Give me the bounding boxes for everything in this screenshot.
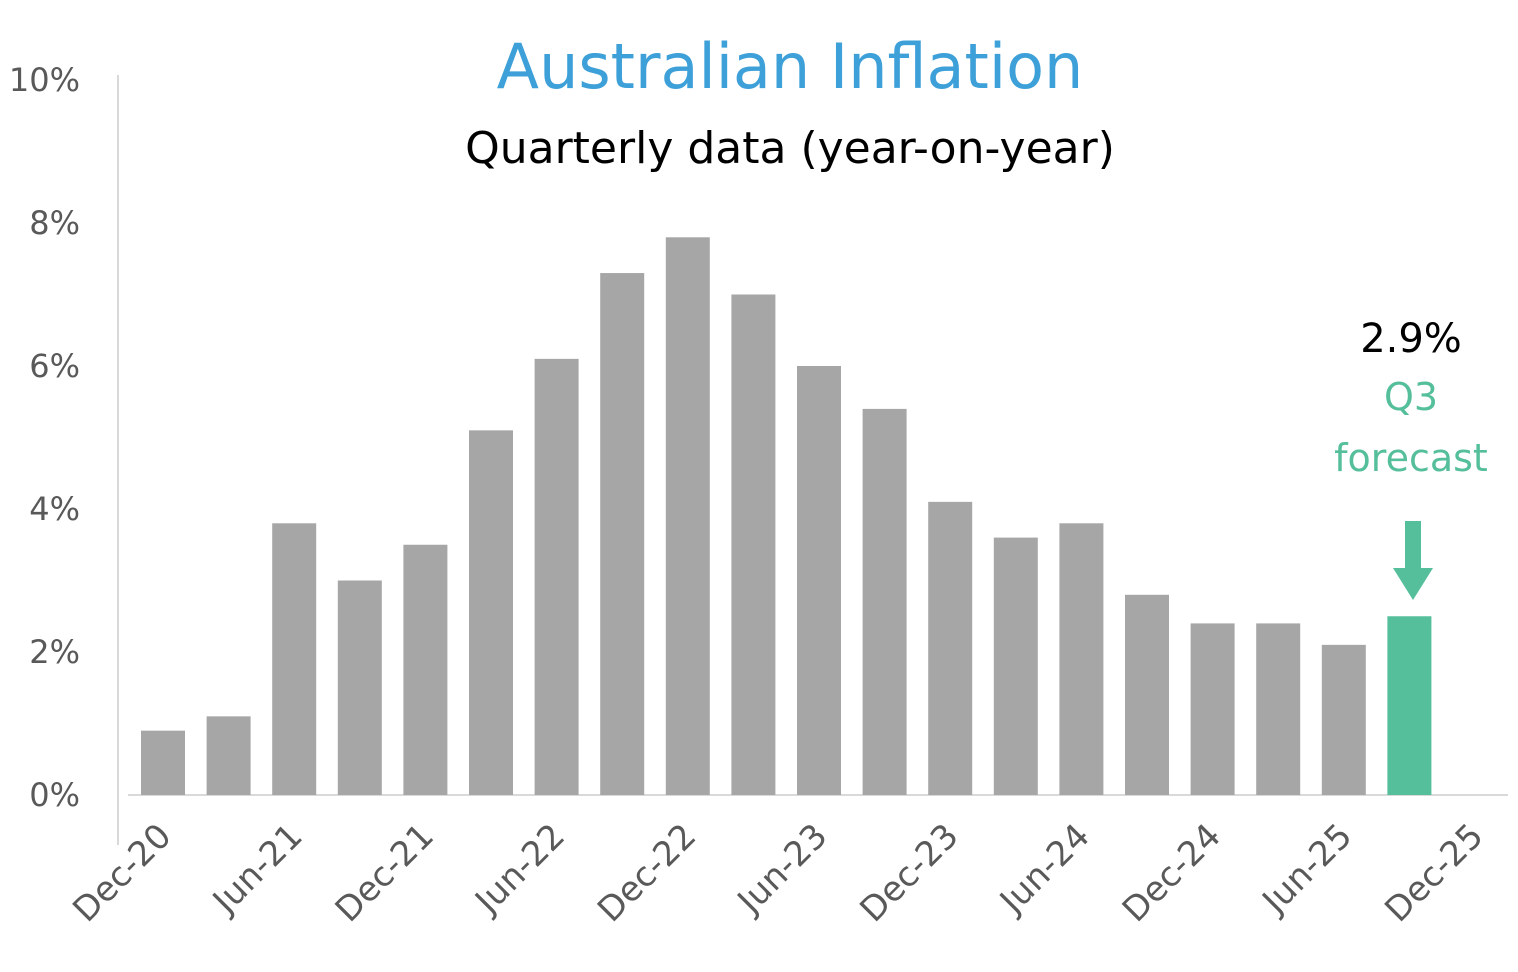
- bar: [206, 716, 251, 795]
- bar: [862, 408, 907, 795]
- y-tick-label: 8%: [29, 204, 80, 242]
- x-tick-label: Dec-23: [852, 816, 966, 930]
- x-tick-label: Dec-24: [1115, 816, 1229, 930]
- chart-title: Australian Inflation: [497, 30, 1084, 103]
- bar: [337, 580, 382, 795]
- bar: [403, 544, 448, 795]
- forecast-bar: [1387, 616, 1432, 795]
- bar: [665, 237, 710, 796]
- x-tick-label: Jun-22: [466, 816, 573, 923]
- bar: [928, 501, 973, 795]
- bar: [1256, 623, 1301, 795]
- bar: [141, 730, 185, 795]
- bar: [272, 523, 317, 795]
- bar: [600, 273, 645, 795]
- bar: [1125, 594, 1169, 795]
- y-tick-label: 4%: [29, 490, 80, 528]
- x-tick-label: Dec-25: [1377, 816, 1491, 930]
- x-axis-ticks: Dec-20 Jun-21 Dec-21 Jun-22 Dec-22 Jun-23 Dec-…: [65, 816, 1491, 930]
- bar: [1190, 623, 1235, 795]
- bar: [1059, 523, 1104, 795]
- bar: [469, 430, 513, 795]
- bar-series: [141, 237, 1432, 796]
- bar: [731, 294, 776, 795]
- y-axis-ticks: 0% 2% 4% 6% 8% 10%: [9, 61, 80, 814]
- bar: [534, 358, 579, 795]
- bar: [993, 537, 1038, 795]
- chart-subtitle: Quarterly data (year-on-year): [465, 123, 1115, 174]
- x-tick-label: Jun-21: [204, 816, 311, 923]
- bar: [797, 366, 841, 795]
- x-tick-label: Dec-22: [590, 816, 704, 930]
- y-tick-label: 10%: [9, 61, 80, 99]
- x-tick-label: Dec-21: [328, 816, 442, 930]
- x-tick-label: Jun-25: [1254, 816, 1361, 923]
- x-tick-label: Jun-24: [991, 816, 1098, 923]
- forecast-label: forecast: [1334, 436, 1488, 480]
- y-tick-label: 0%: [29, 776, 80, 814]
- forecast-value-label: 2.9%: [1360, 316, 1462, 362]
- x-tick-label: Jun-23: [729, 816, 836, 923]
- x-tick-label: Dec-20: [65, 816, 179, 930]
- bar: [1321, 644, 1366, 795]
- y-tick-label: 2%: [29, 633, 80, 671]
- forecast-arrow-icon: [1393, 521, 1433, 600]
- y-tick-label: 6%: [29, 347, 80, 385]
- forecast-q3-label: Q3: [1384, 375, 1438, 419]
